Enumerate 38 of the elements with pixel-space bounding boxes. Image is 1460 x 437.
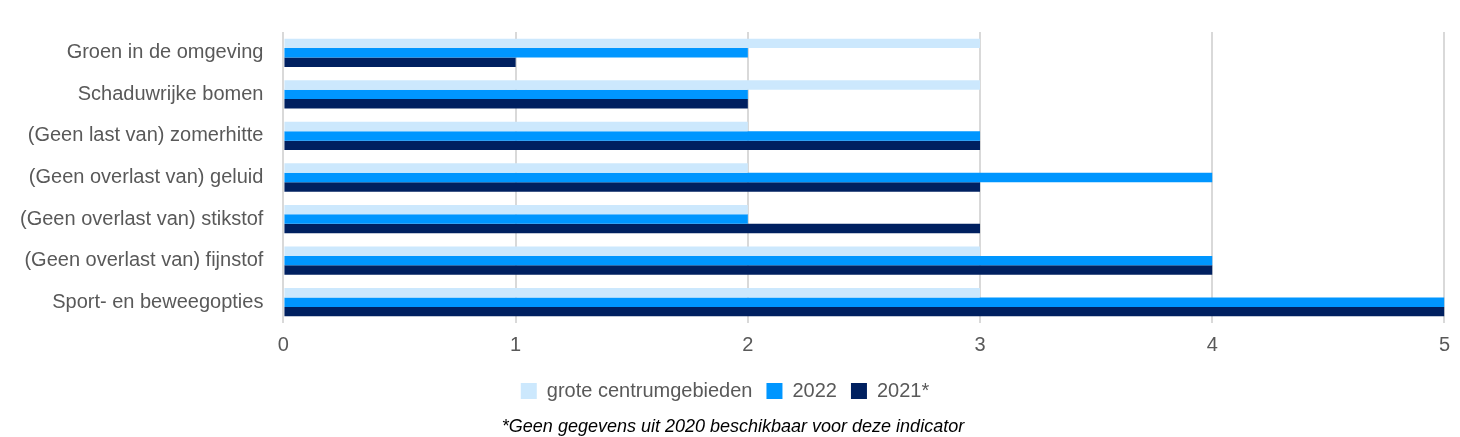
bar — [284, 246, 981, 256]
bar — [284, 214, 748, 224]
bar — [284, 80, 981, 90]
y-tick-label: (Geen last van) zomerhitte — [27, 123, 264, 146]
legend-label: 2021* — [876, 378, 930, 401]
legend-label: 2022 — [792, 378, 837, 401]
x-tick-label: 3 — [974, 332, 986, 355]
text: *Geen gegevens uit 2020 beschikbaar voor deze indicator — [501, 416, 966, 436]
bar — [284, 131, 981, 141]
bar — [284, 223, 981, 234]
bar — [284, 204, 748, 215]
x-tick-label: 0 — [277, 332, 289, 355]
y-tick-label: (Geen overlast van) geluid — [28, 165, 264, 188]
bar — [284, 89, 748, 100]
bar — [284, 163, 748, 173]
y-tick-label: Schaduwrijke bomen — [77, 81, 264, 104]
x-tick-label: 4 — [1206, 332, 1218, 355]
bar — [284, 297, 1445, 307]
bar — [284, 38, 981, 49]
legend-label: grote centrumgebieden — [546, 378, 753, 401]
bar — [284, 288, 981, 298]
bar — [284, 57, 516, 67]
bar — [284, 255, 1213, 266]
x-tick-label: 2 — [742, 332, 754, 355]
y-tick-label: Sport- en beweegopties — [52, 289, 264, 312]
y-tick-label: (Geen overlast van) fijnstof — [24, 248, 264, 271]
y-tick-label: (Geen overlast van) stikstof — [19, 206, 264, 229]
bar — [284, 172, 1213, 183]
bar — [284, 48, 748, 58]
bar — [284, 99, 748, 109]
bar — [284, 265, 1213, 275]
bar — [284, 306, 1445, 317]
y-tick-label: Groen in de omgeving — [66, 40, 264, 63]
bar — [284, 182, 981, 192]
bar — [284, 121, 748, 132]
x-tick-label: 1 — [510, 332, 522, 355]
x-tick-label: 5 — [1438, 332, 1450, 355]
bar — [284, 140, 981, 151]
